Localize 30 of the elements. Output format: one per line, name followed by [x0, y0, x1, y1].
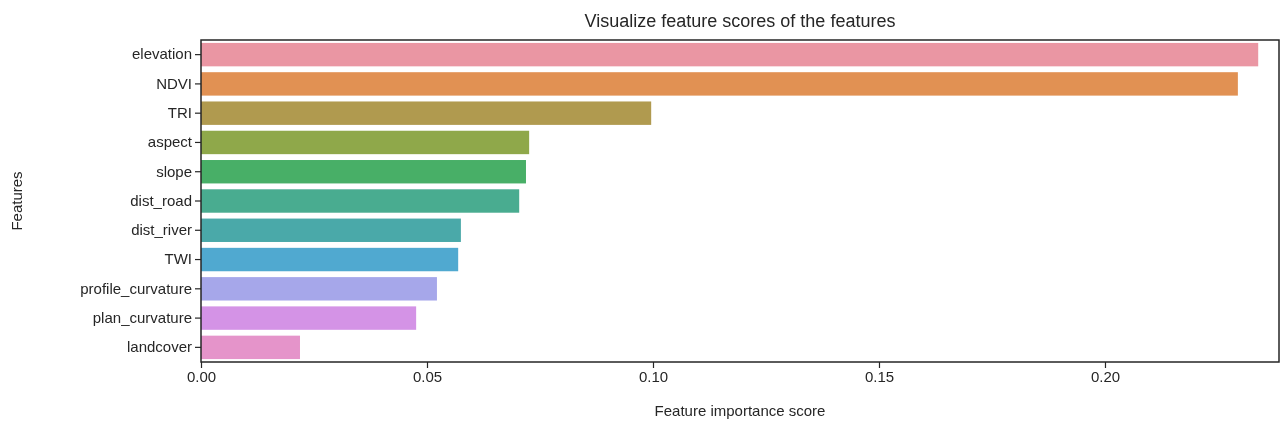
y-tick-label: elevation	[131, 45, 192, 63]
bar	[201, 247, 459, 272]
y-tick-label: plan_curvature	[92, 308, 192, 326]
bar	[201, 218, 461, 242]
y-tick-label: dist_river	[131, 221, 192, 239]
y-tick-label: slope	[156, 162, 192, 180]
x-tick-label: 0.00	[186, 367, 217, 385]
y-tick-label: TRI	[167, 103, 192, 121]
bar	[201, 306, 417, 330]
bar	[201, 189, 520, 213]
bar	[201, 335, 300, 360]
bar	[201, 101, 652, 125]
x-axis-title: Feature importance score	[654, 402, 826, 419]
y-tick-label: NDVI	[156, 74, 192, 92]
y-tick-label: aspect	[147, 133, 193, 151]
bar	[201, 72, 1238, 96]
bar	[201, 160, 526, 184]
x-tick-label: 0.10	[638, 367, 669, 385]
chart-title: Visualize feature scores of the features	[584, 11, 896, 31]
y-tick-label: TWI	[164, 250, 192, 268]
x-tick-label: 0.20	[1090, 367, 1121, 385]
bar	[201, 130, 530, 155]
y-tick-label: dist_road	[130, 191, 192, 209]
y-tick-label: profile_curvature	[80, 279, 192, 297]
x-tick-label: 0.15	[864, 367, 895, 385]
y-axis-title: Features	[8, 171, 25, 231]
y-tick-label: landcover	[126, 338, 192, 356]
bar	[201, 277, 437, 301]
x-tick-label: 0.05	[412, 367, 443, 385]
bar	[201, 42, 1259, 67]
